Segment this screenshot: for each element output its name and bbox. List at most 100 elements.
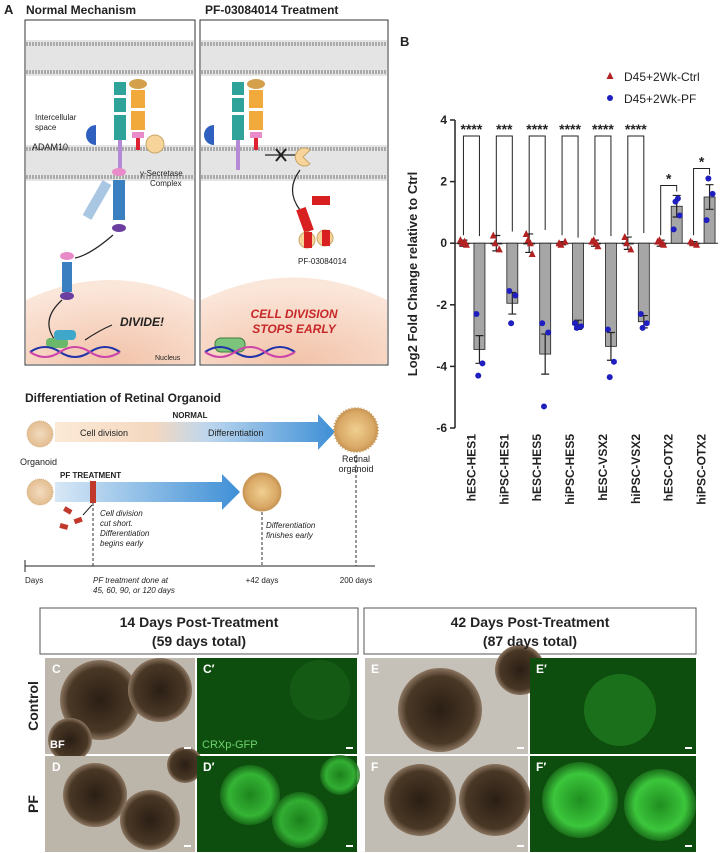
panel-label: B: [400, 34, 409, 49]
data-point: [479, 360, 486, 367]
timeline-label: finishes early: [266, 531, 314, 540]
significance-bracket: [594, 135, 612, 237]
significance-label: ****: [526, 121, 548, 137]
timeline-label: Differentiation: [100, 529, 150, 538]
timeline-label: 200 days: [340, 576, 372, 585]
image-label: C′: [203, 662, 215, 676]
x-tick-label: hiPSC-HES5: [563, 434, 577, 505]
x-tick-label: hESC-HES5: [530, 434, 544, 502]
y-tick-label: 4: [440, 113, 447, 127]
data-point: [545, 329, 552, 336]
y-tick-label: -6: [436, 421, 447, 435]
data-point: [610, 358, 617, 365]
diagram-label: CELL DIVISION: [250, 307, 337, 321]
timeline-label: Organoid: [20, 457, 57, 467]
y-tick-label: 0: [440, 236, 447, 250]
bar: [637, 242, 650, 323]
data-point: [489, 231, 497, 239]
timeline-label: +42 days: [246, 576, 279, 585]
significance-bracket: [561, 135, 579, 238]
timeline-label: PF TREATMENT: [60, 471, 121, 480]
significance-bracket: [495, 135, 513, 236]
error-bar: [705, 184, 714, 210]
diagram-label: Complex: [150, 179, 182, 188]
panel-label: A: [4, 2, 14, 17]
data-point: [528, 249, 536, 257]
timeline-label: Differentiation: [208, 428, 263, 438]
significance-label: ****: [461, 121, 483, 137]
row-label: Control: [25, 681, 41, 731]
data-point: [627, 245, 635, 253]
image-label: E′: [536, 662, 547, 676]
image-label: D′: [203, 760, 215, 774]
column-header: 14 Days Post-Treatment: [120, 614, 279, 630]
data-point: [561, 237, 569, 245]
diagram-label: DIVIDE!: [120, 315, 164, 329]
legend-marker: [606, 72, 614, 79]
y-tick-label: -4: [436, 359, 447, 373]
panel-title: PF-03084014 Treatment: [205, 3, 338, 17]
data-point: [639, 324, 646, 331]
bar: [473, 242, 486, 350]
column-header: (59 days total): [152, 633, 246, 649]
data-point: [637, 311, 644, 318]
image-label: D: [52, 760, 61, 774]
column-header: (87 days total): [483, 633, 577, 649]
data-point: [539, 320, 546, 327]
legend-label: D45+2Wk-PF: [624, 92, 696, 106]
timeline-label: Days: [25, 576, 43, 585]
significance-label: ****: [592, 121, 614, 137]
data-point: [522, 229, 530, 237]
data-point: [461, 237, 469, 245]
diagram-label: Intercellular: [35, 113, 77, 122]
timeline-label: Differentiation: [266, 521, 316, 530]
column-header: 42 Days Post-Treatment: [451, 614, 610, 630]
significance-bracket: [627, 135, 645, 236]
data-point: [512, 292, 519, 299]
data-point: [506, 287, 513, 294]
data-point: [658, 239, 666, 247]
image-label: C: [52, 662, 61, 676]
image-label: F: [371, 760, 378, 774]
data-point: [473, 311, 480, 318]
data-point: [705, 175, 712, 182]
timeline-label: 45, 60, 90, or 120 days: [93, 586, 175, 595]
x-tick-label: hESC-VSX2: [596, 434, 610, 501]
timeline-label: Cell division: [100, 509, 143, 518]
data-point: [572, 320, 579, 327]
data-point: [508, 320, 515, 327]
timeline-label: organoid: [338, 464, 373, 474]
data-point: [703, 217, 710, 224]
significance-bracket: [693, 168, 711, 236]
data-point: [495, 245, 503, 253]
significance-bracket: [660, 184, 678, 236]
legend-marker: [607, 95, 613, 101]
data-point: [688, 239, 696, 247]
data-point: [592, 239, 600, 247]
data-point: [540, 403, 547, 410]
image-label: E: [371, 662, 379, 676]
timeline-label: cut short.: [100, 519, 133, 528]
y-tick-label: -2: [436, 298, 447, 312]
significance-label: *: [666, 170, 672, 186]
x-tick-label: hiPSC-VSX2: [629, 434, 643, 504]
legend-label: D45+2Wk-Ctrl: [624, 70, 700, 84]
data-point: [604, 326, 611, 333]
data-point: [709, 190, 716, 197]
timeline-label: begins early: [100, 539, 144, 548]
data-point: [623, 239, 631, 247]
data-point: [670, 226, 677, 233]
timeline-title: Differentiation of Retinal Organoid: [25, 391, 221, 405]
panel-title: Normal Mechanism: [26, 3, 136, 17]
significance-label: *: [699, 154, 705, 170]
diagram-label: PF-03084014: [298, 257, 347, 266]
timeline-label: Cell division: [80, 428, 128, 438]
diagram-label: space: [35, 123, 57, 132]
diagram-label: ADAM10: [32, 142, 68, 152]
significance-label: ***: [496, 121, 513, 137]
data-point: [557, 240, 565, 248]
x-tick-label: hiPSC-HES1: [497, 434, 511, 505]
significance-label: ****: [559, 121, 581, 137]
y-tick-label: 2: [440, 175, 447, 189]
